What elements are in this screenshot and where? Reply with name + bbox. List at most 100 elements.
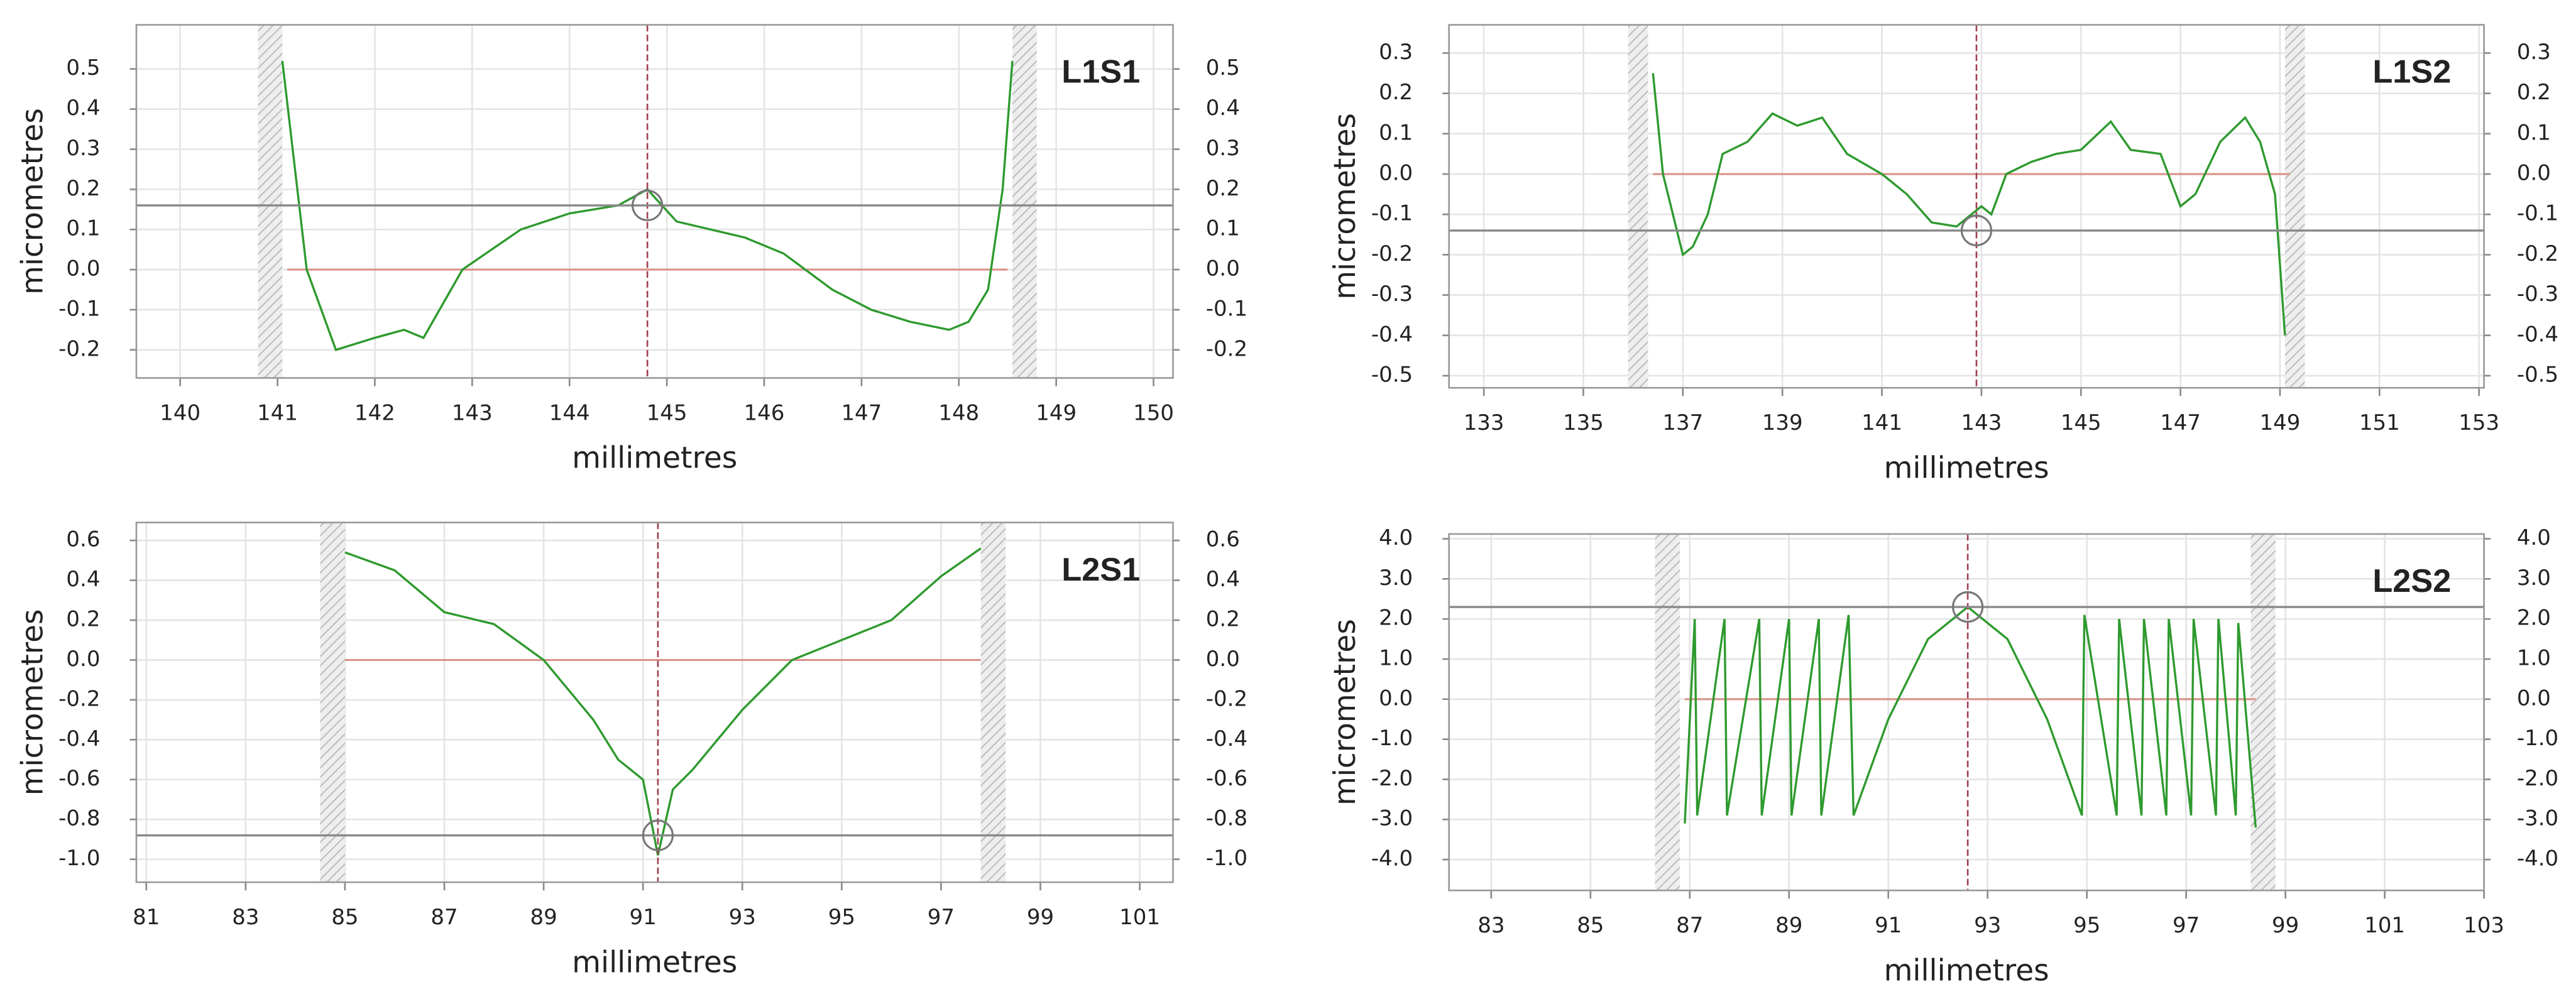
y-tick-label: -0.2 [58, 336, 100, 361]
x-tick-label: 144 [549, 401, 590, 426]
x-tick-label: 83 [232, 905, 259, 930]
y2-tick-label: 0.1 [2517, 120, 2551, 145]
y-tick-label: 1.0 [1379, 645, 1413, 670]
y-tick-label: 0.6 [66, 527, 100, 552]
x-tick-label: 93 [1974, 913, 2001, 938]
x-tick-label: 146 [744, 401, 785, 426]
y2-tick-label: -0.3 [2517, 281, 2558, 307]
y2-tick-label: 0.6 [1206, 527, 1240, 552]
y-tick-label: -0.8 [58, 806, 100, 831]
y-tick-label: 0.2 [66, 176, 100, 201]
y2-tick-label: -0.1 [2517, 201, 2558, 226]
x-tick-label: 83 [1477, 913, 1504, 938]
y-tick-label: -0.5 [1371, 362, 1413, 387]
y-tick-label: 0.1 [66, 216, 100, 241]
mask-region [2250, 533, 2276, 891]
y-tick-label: 0.0 [66, 256, 100, 281]
x-tick-label: 95 [2073, 913, 2100, 938]
mask-region [1012, 25, 1037, 378]
x-tick-label: 148 [938, 401, 979, 426]
y2-tick-label: -0.8 [1206, 806, 1247, 831]
y-tick-label: -0.2 [1371, 241, 1413, 266]
y-tick-label: 4.0 [1379, 525, 1413, 550]
y2-tick-label: -2.0 [2517, 766, 2558, 791]
x-tick-label: 87 [1676, 913, 1703, 938]
chart-title: L2S1 [1061, 552, 1140, 588]
y-tick-label: 0.3 [1379, 40, 1413, 65]
x-tick-label: 87 [430, 905, 458, 930]
x-tick-label: 140 [160, 401, 200, 426]
y-tick-label: 3.0 [1379, 565, 1413, 591]
y2-tick-label: -1.0 [1206, 846, 1247, 871]
x-tick-label: 143 [452, 401, 493, 426]
chart-panel: 81 83 85 87 89 91 93 95 97 99 101 0.6 0.6 0.4 0.4 0.2 0.… [15, 521, 1247, 980]
y2-tick-label: 0.1 [1206, 216, 1240, 241]
y-tick-label: -0.1 [1371, 201, 1413, 226]
cursor-marker [1960, 214, 1993, 246]
y-tick-label: 0.0 [1379, 685, 1413, 711]
y-tick-label: -0.4 [1371, 322, 1413, 347]
x-tick-label: 91 [630, 905, 657, 930]
x-tick-label: 101 [1119, 905, 1160, 930]
x-tick-label: 99 [1027, 905, 1054, 930]
plot-area [136, 522, 1173, 883]
y-tick-label: 0.2 [1379, 80, 1413, 105]
profile-line [1684, 605, 2257, 828]
x-tick-label: 103 [2464, 913, 2504, 938]
y2-tick-label: -0.5 [2517, 362, 2558, 387]
mask-region [980, 522, 1006, 883]
x-tick-label: 147 [2160, 410, 2201, 435]
y-tick-label: 2.0 [1379, 606, 1413, 631]
x-tick-label: 141 [257, 401, 298, 426]
chart-title: L1S1 [1061, 54, 1140, 90]
x-tick-label: 89 [1775, 913, 1802, 938]
y-tick-label: -0.1 [58, 296, 100, 321]
x-tick-label: 133 [1464, 410, 1504, 435]
y-axis-label: micrometres [1328, 619, 1362, 805]
y-tick-label: -1.0 [58, 846, 100, 871]
plot-area [1449, 533, 2484, 891]
x-tick-label: 101 [2364, 913, 2405, 938]
y2-tick-label: 2.0 [2517, 606, 2551, 631]
y2-tick-label: -4.0 [2517, 846, 2558, 871]
chart-title: L1S2 [2372, 54, 2451, 90]
x-tick-label: 93 [729, 905, 756, 930]
x-tick-label: 137 [1662, 410, 1703, 435]
y2-tick-label: -0.2 [1206, 686, 1247, 711]
x-tick-label: 149 [1036, 401, 1077, 426]
y-tick-label: -0.3 [1371, 281, 1413, 307]
x-tick-label: 149 [2260, 410, 2301, 435]
y2-tick-label: -3.0 [2517, 806, 2558, 831]
x-tick-label: 150 [1133, 401, 1174, 426]
y2-tick-label: -0.2 [2517, 241, 2558, 266]
plot-frame [1448, 533, 2485, 892]
y2-tick-label: 0.5 [1206, 55, 1240, 80]
y2-tick-label: 0.3 [1206, 136, 1240, 161]
y2-tick-label: 0.0 [1206, 647, 1240, 672]
cursor-marker [642, 819, 674, 851]
y2-tick-label: -0.2 [1206, 336, 1247, 361]
mask-region [2284, 25, 2305, 388]
mask-region [1655, 533, 1680, 891]
y2-tick-label: 0.2 [2517, 80, 2551, 105]
x-tick-label: 99 [2272, 913, 2299, 938]
y2-tick-label: 0.2 [1206, 176, 1240, 201]
y2-tick-label: 0.4 [1206, 567, 1240, 592]
chart-panel: 133 135 137 139 141 143 145 147 149 151 153 0.3 0.3 0… [1328, 24, 2558, 485]
y2-tick-label: 4.0 [2517, 525, 2551, 550]
y2-tick-label: -1.0 [2517, 726, 2558, 751]
x-tick-label: 85 [1577, 913, 1604, 938]
x-tick-label: 142 [354, 401, 395, 426]
y-tick-label: 0.1 [1379, 120, 1413, 145]
x-tick-label: 97 [928, 905, 955, 930]
x-tick-label: 135 [1563, 410, 1604, 435]
y-axis-label: micrometres [15, 108, 50, 295]
mask-region [320, 522, 345, 883]
y2-tick-label: -0.4 [2517, 322, 2558, 347]
chart-panel: 83 85 87 89 91 93 95 97 99 101 103 4.0 4.0 3.0 3.0 2.0 2… [1328, 525, 2558, 988]
y2-tick-label: 0.4 [1206, 96, 1240, 121]
y-tick-label: -0.6 [58, 766, 100, 791]
x-axis-label: millimetres [1884, 953, 2049, 988]
y-tick-label: -0.2 [58, 686, 100, 711]
